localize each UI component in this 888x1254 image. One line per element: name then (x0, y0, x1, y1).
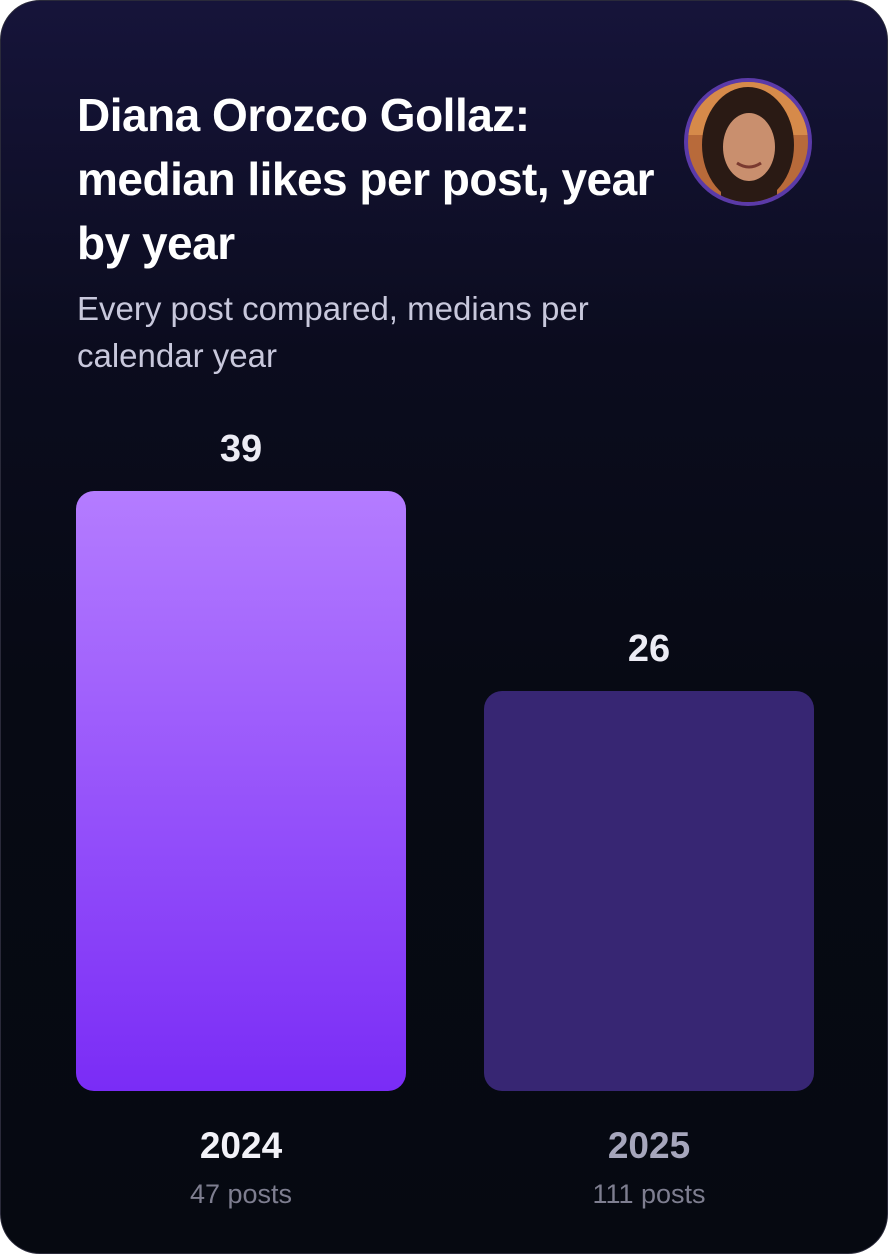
avatar[interactable] (681, 75, 815, 209)
category-label: 2025 (608, 1125, 690, 1166)
category-label: 2024 (200, 1125, 283, 1166)
post-count: 111 posts (592, 1179, 705, 1209)
post-count: 47 posts (190, 1179, 292, 1209)
value-label: 39 (220, 428, 262, 470)
value-label: 26 (628, 628, 670, 670)
bar (76, 491, 406, 1091)
bar (484, 691, 814, 1091)
chart-subtitle: Every post compared, medians per calenda… (77, 290, 589, 374)
chart-title: Diana Orozco Gollaz: median likes per po… (77, 89, 655, 269)
